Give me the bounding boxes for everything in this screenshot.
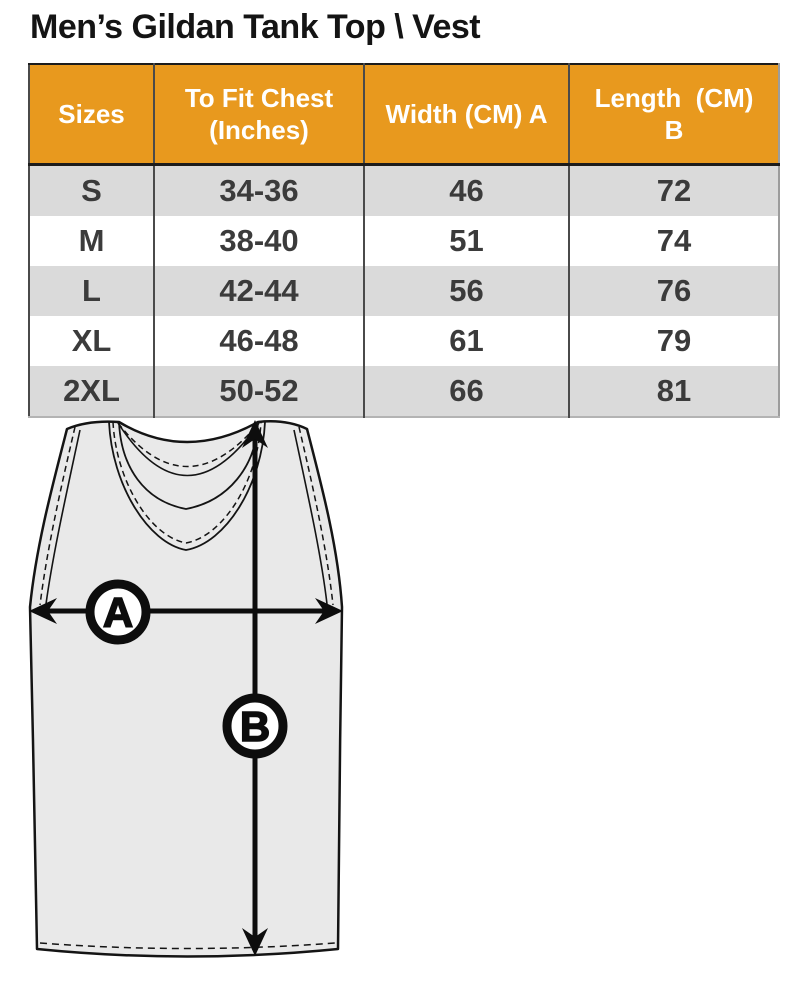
- header-line: Sizes: [58, 98, 125, 129]
- right-armhole-stitch-dashed: [298, 426, 334, 606]
- header-cell-width: Width (CM) A: [363, 64, 569, 165]
- width-arrow: [29, 598, 343, 624]
- header-line: B: [664, 115, 684, 145]
- arrowhead-up: [242, 420, 268, 448]
- size-cell: XL: [29, 316, 154, 366]
- size-cell: M: [29, 216, 154, 266]
- back-collar-inner-edge: [117, 422, 260, 477]
- width-cell: 46: [363, 164, 569, 216]
- chest-cell: 42-44: [153, 266, 364, 316]
- length-label-badge: B: [222, 693, 288, 759]
- length-arrow: [242, 420, 268, 956]
- header-line: Width (CM) A: [385, 98, 548, 129]
- width-label: A: [103, 589, 133, 636]
- header-cell-chest: To Fit Chest (Inches): [153, 64, 364, 165]
- length-cell: 72: [568, 164, 779, 216]
- back-collar-stitch-dashed: [117, 422, 260, 468]
- width-cell: 51: [363, 216, 569, 266]
- chest-cell: 38-40: [153, 216, 364, 266]
- tank-top-diagram: A B: [28, 417, 348, 973]
- hem-stitch-dashed: [39, 942, 336, 950]
- table-header-row: Sizes To Fit Chest (Inches) Width (CM) A…: [29, 64, 779, 165]
- chest-cell: 50-52: [153, 366, 364, 417]
- length-cell: 76: [568, 266, 779, 316]
- header-cell-sizes: Sizes: [29, 64, 154, 165]
- left-armhole-stitch-dashed: [39, 426, 76, 606]
- length-cell: 79: [568, 316, 779, 366]
- header-cell-length: Length (CM) B: [568, 64, 779, 165]
- arrowhead-left: [29, 598, 57, 624]
- page-title: Men’s Gildan Tank Top \ Vest: [30, 8, 481, 46]
- header-line: To Fit Chest: [184, 82, 334, 113]
- left-armhole-band-edge: [45, 429, 81, 605]
- tank-outline: [28, 420, 344, 958]
- length-label: B: [240, 703, 270, 750]
- header-line: (Inches): [209, 115, 309, 145]
- front-neck-opening-edge: [118, 421, 259, 510]
- width-cell: 56: [363, 266, 569, 316]
- table-row: S 34-36 46 72: [29, 164, 779, 216]
- table-row: XL 46-48 61 79: [29, 316, 779, 366]
- arrowhead-down: [242, 928, 268, 956]
- arrowhead-right: [315, 598, 343, 624]
- chest-cell: 34-36: [153, 164, 364, 216]
- table-row: 2XL 50-52 66 81: [29, 366, 779, 417]
- chest-cell: 46-48: [153, 316, 364, 366]
- right-armhole-band-edge: [293, 429, 328, 605]
- length-cell: 74: [568, 216, 779, 266]
- width-cell: 61: [363, 316, 569, 366]
- header-line: Length (CM): [594, 82, 754, 113]
- width-label-badge: A: [85, 579, 151, 645]
- size-cell: 2XL: [29, 366, 154, 417]
- length-cell: 81: [568, 366, 779, 417]
- table-row: L 42-44 56 76: [29, 266, 779, 316]
- size-cell: S: [29, 164, 154, 216]
- front-neck-stitch-dashed: [112, 421, 262, 544]
- size-chart-table: Sizes To Fit Chest (Inches) Width (CM) A…: [28, 63, 780, 418]
- width-cell: 66: [363, 366, 569, 417]
- table-row: M 38-40 51 74: [29, 216, 779, 266]
- size-cell: L: [29, 266, 154, 316]
